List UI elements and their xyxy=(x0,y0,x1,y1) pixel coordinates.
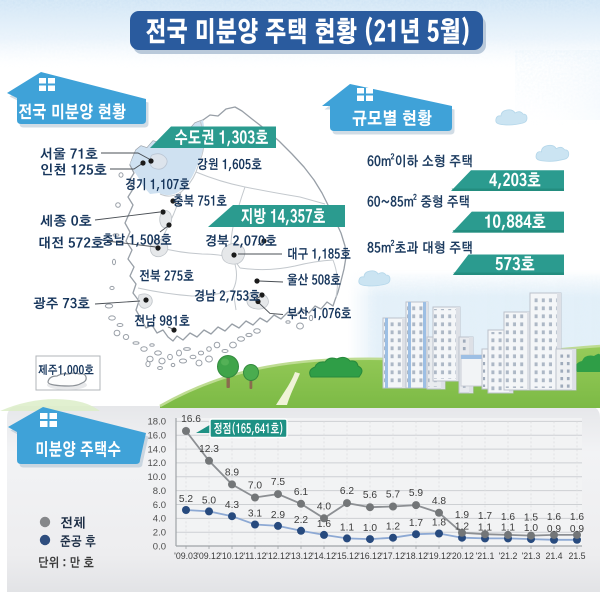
svg-text:'21.1: '21.1 xyxy=(476,551,495,561)
svg-text:2.9: 2.9 xyxy=(271,510,285,521)
svg-text:1.1: 1.1 xyxy=(501,522,515,533)
svg-text:6.1: 6.1 xyxy=(294,487,308,498)
svg-text:1.6: 1.6 xyxy=(501,512,515,523)
svg-text:'20.12: '20.12 xyxy=(450,551,474,561)
svg-text:10.0: 10.0 xyxy=(148,472,167,483)
svg-text:6.0: 6.0 xyxy=(153,500,166,511)
svg-text:16.6: 16.6 xyxy=(181,414,201,425)
svg-text:'09.12: '09.12 xyxy=(197,551,221,561)
svg-text:'17.12: '17.12 xyxy=(381,551,405,561)
svg-text:6.2: 6.2 xyxy=(340,486,354,497)
svg-text:5.0: 5.0 xyxy=(202,495,216,506)
svg-text:1.2: 1.2 xyxy=(386,522,400,533)
svg-text:0.9: 0.9 xyxy=(547,524,561,535)
svg-text:1.7: 1.7 xyxy=(478,511,492,522)
svg-text:16.0: 16.0 xyxy=(148,431,167,442)
svg-text:4.0: 4.0 xyxy=(153,514,166,525)
svg-text:0.0: 0.0 xyxy=(153,541,166,552)
svg-text:'15.12: '15.12 xyxy=(335,551,359,561)
svg-text:'21.2: '21.2 xyxy=(499,551,518,561)
svg-text:1.6: 1.6 xyxy=(570,512,584,523)
svg-text:1.7: 1.7 xyxy=(409,518,423,529)
svg-text:12.3: 12.3 xyxy=(199,444,219,455)
svg-text:'19.12: '19.12 xyxy=(427,551,451,561)
svg-text:21.5: 21.5 xyxy=(568,551,585,561)
svg-text:18.0: 18.0 xyxy=(148,417,167,428)
svg-text:5.9: 5.9 xyxy=(409,488,423,499)
svg-text:21.4: 21.4 xyxy=(545,551,562,561)
svg-text:1.9: 1.9 xyxy=(455,510,469,521)
svg-text:1.6: 1.6 xyxy=(317,519,331,530)
svg-text:1.0: 1.0 xyxy=(524,523,538,534)
svg-text:1.1: 1.1 xyxy=(340,522,354,533)
svg-text:14.0: 14.0 xyxy=(148,444,167,455)
svg-text:'09.03: '09.03 xyxy=(174,551,198,561)
svg-text:1.8: 1.8 xyxy=(432,518,446,529)
svg-text:7.5: 7.5 xyxy=(271,477,285,488)
svg-text:'12.12: '12.12 xyxy=(266,551,290,561)
svg-text:8.9: 8.9 xyxy=(225,467,239,478)
svg-text:1.6: 1.6 xyxy=(547,512,561,523)
svg-text:'13.12: '13.12 xyxy=(289,551,313,561)
svg-text:3.1: 3.1 xyxy=(248,509,262,520)
svg-text:0.9: 0.9 xyxy=(570,524,584,535)
svg-text:8.0: 8.0 xyxy=(153,486,166,497)
svg-text:2.2: 2.2 xyxy=(294,515,308,526)
svg-text:7.0: 7.0 xyxy=(248,481,262,492)
svg-text:1.0: 1.0 xyxy=(363,523,377,534)
svg-text:'11.12: '11.12 xyxy=(243,551,266,561)
svg-text:4.0: 4.0 xyxy=(317,501,331,512)
svg-text:4.3: 4.3 xyxy=(225,500,239,511)
svg-text:'21.3: '21.3 xyxy=(522,551,541,561)
svg-text:4.8: 4.8 xyxy=(432,496,446,507)
svg-text:5.7: 5.7 xyxy=(386,490,400,501)
svg-text:5.6: 5.6 xyxy=(363,490,377,501)
svg-text:5.2: 5.2 xyxy=(179,494,193,505)
svg-text:1.2: 1.2 xyxy=(455,522,469,533)
svg-text:2.0: 2.0 xyxy=(153,528,166,539)
svg-text:1.1: 1.1 xyxy=(478,522,492,533)
svg-text:12.0: 12.0 xyxy=(148,458,167,469)
svg-text:'14.12: '14.12 xyxy=(312,551,336,561)
svg-text:'18.12: '18.12 xyxy=(404,551,428,561)
svg-text:'10.12: '10.12 xyxy=(220,551,244,561)
svg-text:'16.12: '16.12 xyxy=(358,551,382,561)
svg-text:1.5: 1.5 xyxy=(524,513,538,524)
